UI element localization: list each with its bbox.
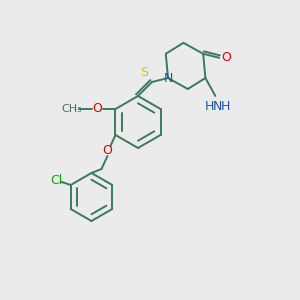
Text: O: O bbox=[103, 145, 112, 158]
Text: Cl: Cl bbox=[51, 173, 63, 187]
Text: O: O bbox=[92, 103, 102, 116]
Text: H: H bbox=[221, 100, 230, 112]
Text: methoxy: methoxy bbox=[74, 108, 81, 110]
Text: O: O bbox=[221, 51, 231, 64]
Text: N: N bbox=[213, 100, 222, 112]
Text: CH₃: CH₃ bbox=[61, 104, 82, 114]
Text: S: S bbox=[140, 65, 148, 79]
Text: H: H bbox=[205, 100, 214, 112]
Text: N: N bbox=[163, 71, 173, 85]
